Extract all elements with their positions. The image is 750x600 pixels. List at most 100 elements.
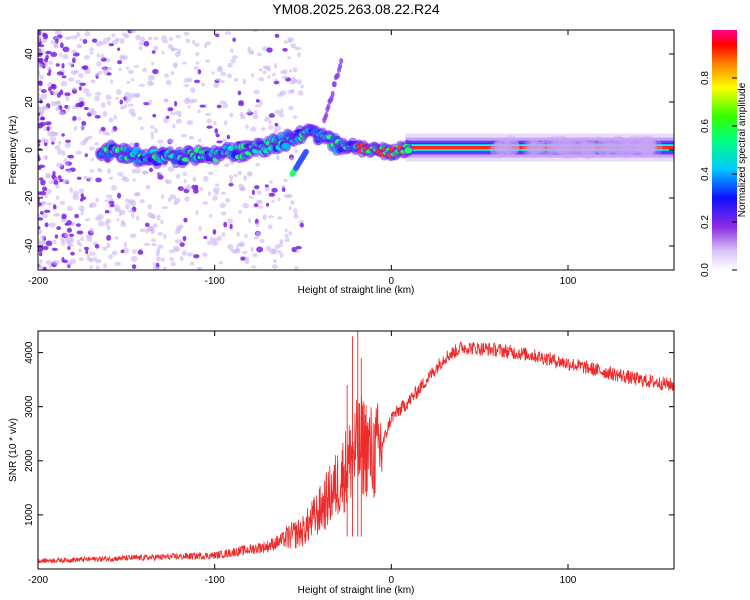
spectrogram-noise-blob [94,91,102,96]
spectrogram-noise-blob [298,220,305,224]
spectrogram-halo-blob [579,141,596,159]
spectrogram-noise-blob [76,43,83,49]
spectrogram-noise-blob [226,134,231,140]
spectrogram-noise-blob [41,49,45,55]
spectrogram-noise-blob [120,249,125,254]
spectrogram-noise-blob [152,223,158,228]
snr-y-tick-label: 2000 [24,449,35,472]
spectrogram-y-axis-label: Frequency (Hz) [8,116,19,185]
spectrogram-noise-blob [288,105,294,111]
spectrogram-noise-blob [218,65,223,70]
spectrogram-noise-blob [274,33,280,38]
spectrogram-noise-blob [106,72,112,76]
spectrogram-noise-blob [66,169,72,174]
spectrogram-noise-blob [162,266,167,270]
spectrogram-noise-blob [297,52,301,58]
spectrogram-noise-blob [195,61,200,65]
spectrogram-noise-blob [212,187,220,193]
spectrogram-noise-blob [59,42,64,49]
spectrogram-noise-blob [45,240,53,247]
spectrogram-noise-blob [91,107,95,112]
spectrogram-noise-blob [240,256,246,261]
spectrogram-noise-blob [259,100,263,106]
spectrogram-noise-blob [135,34,141,41]
spectrogram-noise-blob [237,170,243,176]
spectrogram-noise-blob [69,233,74,237]
spectrogram-noise-blob [111,33,116,38]
spectrogram-noise-blob [281,75,289,79]
spectrogram-noise-blob [206,118,212,124]
spectrogram-noise-blob [82,65,87,70]
spectrogram-noise-blob [202,252,208,258]
spectrogram-noise-blob [40,210,44,215]
spectrogram-noise-blob [220,191,226,195]
spectrogram-noise-blob [75,102,81,108]
spectrogram-noise-blob [123,241,128,248]
spectrogram-noise-blob [256,190,262,196]
snr-x-tick-label: -200 [28,575,48,586]
spectrogram-noise-blob [248,196,254,200]
spectrogram-noise-blob [273,129,277,134]
colorbar: 0.0 0.2 0.4 0.6 0.8 Normalized spectral ampl… [700,30,748,277]
spectrogram-noise-blob [277,197,281,202]
spectrogram-noise-blob [80,193,84,199]
spectrogram-noise-blob [286,56,291,60]
snr-x-tick-label: 0 [389,575,395,586]
spectrogram-noise-blob [77,248,83,253]
spectrogram-noise-blob [105,242,111,249]
spectrogram-noise-blob [89,264,93,270]
spectrogram-noise-blob [229,174,234,180]
spectrogram-noise-blob [284,238,291,243]
spectrogram-noise-blob [39,109,45,115]
spectrogram-noise-blob [120,219,125,225]
spectrogram-halo-blob [557,137,574,156]
spectrogram-noise-blob [69,187,74,193]
spectrogram-noise-blob [227,244,234,250]
spectrogram-noise-blob [55,107,60,112]
spectrogram-noise-blob [50,40,54,44]
spectrogram-noise-blob [229,112,234,118]
spectrogram-noise-blob [46,188,52,195]
spectrogram-noise-blob [59,89,64,96]
spectrogram-halo-blob [637,136,654,155]
spectrogram-noise-blob [242,78,247,85]
spectrogram-noise-blob [264,186,270,192]
spectrogram-noise-blob [65,139,71,143]
spectrogram-noise-blob [121,32,129,37]
spectrogram-noise-blob [253,89,260,95]
spectrogram-noise-blob [59,200,66,206]
spectrogram-noise-blob [105,94,112,101]
spectrogram-noise-blob [83,88,90,94]
spectrogram-noise-blob [193,65,200,71]
spectrogram-noise-blob [252,114,259,120]
spectrogram-noise-blob [147,203,152,210]
spectrogram-noise-blob [38,112,41,117]
spectrogram-noise-blob [236,248,241,254]
spectrogram-noise-blob [125,198,130,203]
spectrogram-halo-blob [554,135,571,156]
spectrogram-noise-blob [185,38,191,43]
spectrogram-noise-blob [187,105,191,109]
spectrogram-noise-blob [174,239,182,244]
spectrogram-noise-blob [203,235,208,240]
spectrogram-noise-blob [143,242,151,247]
spectrogram-noise-blob [70,35,78,40]
spectrogram-noise-blob [60,80,68,87]
spectrogram-halo-blob [638,139,655,159]
spectrogram-noise-blob [253,236,260,240]
spectrogram-noise-blob [54,234,59,239]
spectrogram-noise-blob [132,178,136,182]
snr-marks [38,331,674,565]
spectrogram-noise-blob [78,242,82,247]
spectrogram-noise-blob [197,267,201,270]
spectrogram-noise-blob [250,73,255,78]
spectrogram-noise-blob [276,155,280,161]
spectrogram-noise-blob [266,47,273,53]
spectrogram-noise-blob [130,78,135,82]
spectrogram-noise-blob [89,51,94,55]
spectrogram-noise-blob [131,264,137,270]
spectrogram-noise-blob [124,203,130,210]
spectrogram-noise-blob [174,100,178,107]
snr-frame [37,330,675,570]
spectrogram-noise-blob [80,236,84,242]
